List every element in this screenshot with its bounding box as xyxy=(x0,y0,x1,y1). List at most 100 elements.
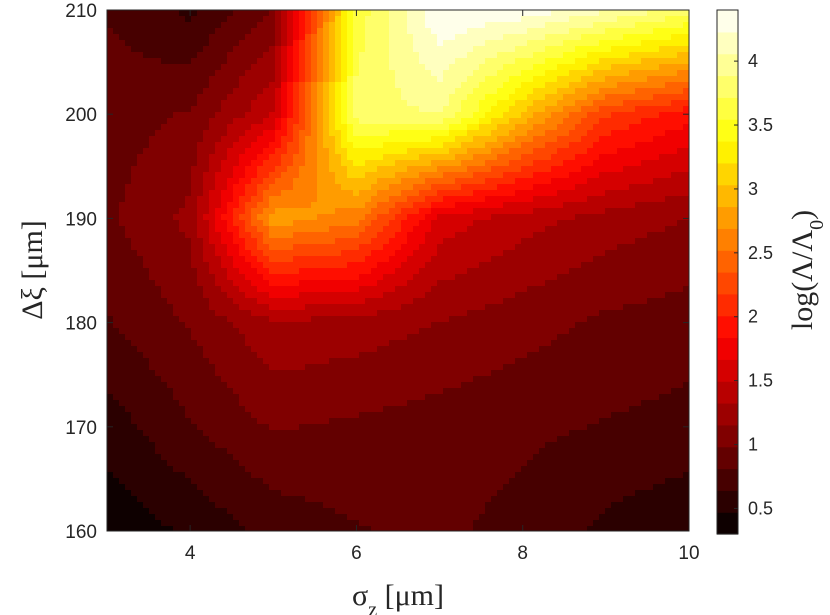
contour-cell xyxy=(497,238,504,245)
contour-cell xyxy=(437,40,444,47)
contour-cell xyxy=(455,118,462,125)
contour-cell xyxy=(263,310,270,317)
contour-cell xyxy=(155,268,162,275)
contour-cell xyxy=(191,220,198,227)
contour-cell xyxy=(581,166,588,173)
contour-cell xyxy=(119,154,126,161)
contour-cell xyxy=(455,112,462,119)
contour-cell xyxy=(563,130,570,137)
contour-cell xyxy=(551,226,558,233)
contour-cell xyxy=(407,286,414,293)
contour-cell xyxy=(131,256,138,263)
contour-cell xyxy=(359,142,366,149)
contour-cell xyxy=(581,136,588,143)
contour-cell xyxy=(383,268,390,275)
contour-cell xyxy=(281,274,288,281)
contour-cell xyxy=(365,160,372,167)
contour-cell xyxy=(305,100,312,107)
contour-cell xyxy=(251,250,258,257)
contour-cell xyxy=(137,64,144,71)
contour-cell xyxy=(629,76,636,83)
contour-cell xyxy=(401,214,408,221)
contour-cell xyxy=(251,106,258,113)
contour-cell xyxy=(203,136,210,143)
contour-cell xyxy=(683,160,689,167)
contour-cell xyxy=(515,70,522,77)
contour-cell xyxy=(185,88,192,95)
contour-cell xyxy=(443,70,450,77)
contour-cell xyxy=(335,160,342,167)
contour-cell xyxy=(107,28,114,35)
contour-cell xyxy=(287,184,294,191)
contour-cell xyxy=(551,34,558,41)
contour-cell xyxy=(455,232,462,239)
contour-cell xyxy=(239,256,246,263)
contour-cell xyxy=(143,34,150,41)
contour-cell xyxy=(425,280,432,287)
contour-cell xyxy=(563,196,570,203)
contour-cell xyxy=(137,124,144,131)
contour-cell xyxy=(509,208,516,215)
contour-cell xyxy=(365,34,372,41)
contour-cell xyxy=(479,268,486,275)
contour-cell xyxy=(443,274,450,281)
contour-cell xyxy=(305,70,312,77)
contour-cell xyxy=(521,82,528,89)
contour-cell xyxy=(575,232,582,239)
contour-cell xyxy=(329,76,336,83)
contour-cell xyxy=(359,190,366,197)
contour-cell xyxy=(401,160,408,167)
contour-cell xyxy=(149,124,156,131)
contour-cell xyxy=(263,160,270,167)
contour-cell xyxy=(113,202,120,209)
contour-cell xyxy=(185,148,192,155)
contour-cell xyxy=(617,226,624,233)
contour-cell xyxy=(167,46,174,53)
contour-cell xyxy=(473,76,480,83)
contour-cell xyxy=(287,298,294,305)
contour-cell xyxy=(395,136,402,143)
contour-cell xyxy=(281,10,288,17)
contour-cell xyxy=(233,166,240,173)
contour-cell xyxy=(383,148,390,155)
contour-cell xyxy=(557,208,564,215)
contour-cell xyxy=(185,190,192,197)
contour-cell xyxy=(665,94,672,101)
contour-cell xyxy=(119,64,126,71)
contour-cell xyxy=(665,256,672,263)
contour-cell xyxy=(233,148,240,155)
contour-cell xyxy=(515,304,522,311)
contour-cell xyxy=(365,118,372,125)
contour-cell xyxy=(569,280,576,287)
contour-cell xyxy=(383,232,390,239)
contour-cell xyxy=(623,214,630,221)
contour-cell xyxy=(419,184,426,191)
contour-cell xyxy=(197,70,204,77)
contour-cell xyxy=(245,286,252,293)
contour-cell xyxy=(323,184,330,191)
contour-cell xyxy=(203,64,210,71)
contour-cell xyxy=(305,238,312,245)
contour-cell xyxy=(647,160,654,167)
contour-cell xyxy=(629,154,636,161)
contour-cell xyxy=(659,76,666,83)
contour-cell xyxy=(269,166,276,173)
contour-cell xyxy=(551,142,558,149)
contour-cell xyxy=(107,106,114,113)
contour-cell xyxy=(551,52,558,59)
contour-cell xyxy=(599,52,606,59)
contour-cell xyxy=(635,94,642,101)
contour-cell xyxy=(431,220,438,227)
contour-cell xyxy=(485,46,492,53)
contour-cell xyxy=(653,34,660,41)
contour-cell xyxy=(365,178,372,185)
contour-cell xyxy=(383,46,390,53)
contour-cell xyxy=(275,64,282,71)
contour-cell xyxy=(677,202,684,209)
contour-cell xyxy=(677,106,684,113)
contour-cell xyxy=(455,148,462,155)
contour-cell xyxy=(647,292,654,299)
contour-cell xyxy=(515,16,522,23)
contour-cell xyxy=(581,88,588,95)
contour-cell xyxy=(179,76,186,83)
